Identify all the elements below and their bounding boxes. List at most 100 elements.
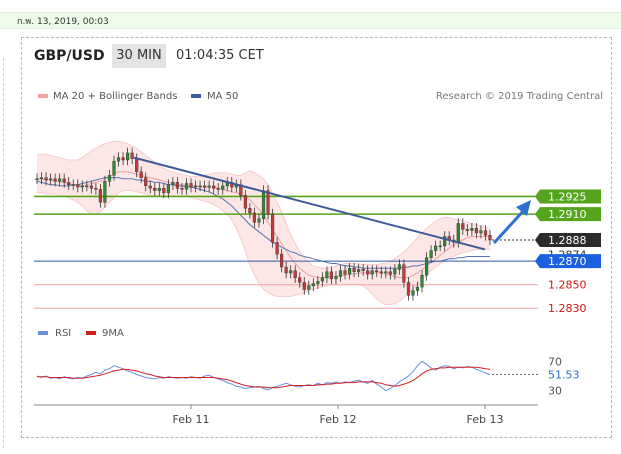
datetime-label: ก.พ. 13, 2019, 00:03 (17, 17, 109, 27)
candle-body (393, 269, 397, 275)
candle-body (370, 270, 374, 275)
candle-body (361, 269, 365, 271)
candle-body (130, 152, 134, 159)
candle-body (429, 250, 433, 258)
level-label-1.2850: 1.2850 (548, 279, 587, 292)
candle-body (107, 175, 112, 182)
candle-body (474, 227, 478, 234)
candle-body (58, 178, 62, 182)
candle-body (153, 187, 157, 191)
rsi-tick-30: 30 (548, 385, 562, 398)
candle-body (461, 223, 465, 230)
candle-body (329, 271, 333, 280)
time-label: 01:04:35 CET (176, 48, 264, 63)
candle-body (411, 290, 415, 296)
candle-body (261, 190, 266, 220)
x-axis: Feb 11 Feb 12 Feb 13 (34, 404, 538, 426)
candle-body (171, 182, 175, 185)
candle-body (325, 271, 329, 278)
candle-body (352, 268, 356, 272)
candle-body (298, 277, 302, 283)
candle-body (343, 270, 347, 275)
level-box-1.2888 (535, 233, 601, 247)
level-label-1.2888: 1.2888 (548, 234, 587, 247)
candle-body (284, 266, 288, 274)
chart-legend: MA 20 + Bollinger Bands MA 50 Research ©… (38, 91, 603, 102)
candle-body (89, 185, 93, 189)
candle-body (402, 264, 406, 283)
candle-body (388, 271, 392, 275)
candle-body (334, 276, 338, 280)
candle-body (357, 269, 361, 272)
candle-body (479, 230, 483, 234)
candle-body (103, 180, 107, 203)
candle-body (76, 184, 80, 188)
candle-body (248, 207, 252, 214)
candle-body (366, 270, 370, 275)
candle-body (348, 268, 352, 275)
candle-body (275, 242, 279, 255)
bollinger-upper (36, 140, 491, 269)
timeframe-button[interactable]: 30 MIN (112, 44, 166, 68)
candle-body (483, 230, 488, 236)
candle-body (316, 281, 320, 284)
x-tick-label: Feb 13 (467, 413, 504, 426)
candle-body (67, 182, 71, 185)
forecast-arrow-shaft (492, 206, 528, 245)
candle-body (49, 178, 53, 181)
rsi-ma-legend-label: 9MA (102, 328, 124, 339)
candle-body (384, 271, 388, 274)
candle-body (202, 185, 207, 188)
candle-body (470, 227, 474, 231)
candle-body (216, 187, 220, 190)
level-label-1.2910: 1.2910 (548, 208, 587, 221)
pair-label: GBP/USD (34, 48, 105, 64)
candle-body (189, 183, 193, 188)
candle-body (289, 270, 293, 274)
ma20-legend-swatch (38, 94, 48, 98)
rsi-legend-swatch (38, 331, 48, 335)
candlesticks (35, 147, 492, 301)
level-box-1.2910 (535, 207, 601, 222)
forecast-arrow-head (516, 200, 531, 216)
candle-body (375, 270, 379, 273)
ma50-legend-swatch (191, 94, 201, 98)
candle-body (465, 229, 469, 231)
candle-body (271, 213, 275, 243)
candle-body (135, 158, 139, 172)
candle-body (266, 190, 270, 215)
candle-body (94, 187, 98, 190)
x-tick-label: Feb 12 (320, 413, 357, 426)
ma20-legend-label: MA 20 + Bollinger Bands (53, 91, 177, 102)
candle-body (212, 185, 216, 189)
candle-body (415, 286, 420, 291)
candle-body (307, 285, 311, 290)
level-box-1.2870 (535, 254, 601, 269)
candle-body (425, 257, 429, 276)
chart-panel (21, 37, 612, 438)
candle-body (302, 282, 306, 290)
candle-body (121, 157, 125, 161)
left-border (3, 58, 4, 448)
candle-body (125, 152, 130, 161)
candle-body (162, 187, 166, 194)
candle-body (293, 270, 297, 278)
rsi-line (36, 360, 491, 392)
candle-body (257, 218, 261, 223)
candle-body (62, 178, 66, 183)
candle-body (221, 185, 225, 190)
rsi-ma-legend-swatch (86, 331, 96, 335)
rsi-value-label: 51.53 (548, 369, 580, 382)
candle-body (438, 245, 442, 248)
candle-body (488, 235, 492, 241)
bollinger-lower (37, 190, 490, 306)
ma50-line (36, 177, 490, 269)
candle-body (112, 160, 116, 176)
candle-body (71, 184, 75, 186)
level-label-1.2870: 1.2870 (548, 255, 587, 268)
candle-body (338, 270, 343, 277)
rsi-tick-70: 70 (548, 355, 562, 368)
candle-body (144, 177, 148, 187)
candle-body (148, 185, 152, 189)
